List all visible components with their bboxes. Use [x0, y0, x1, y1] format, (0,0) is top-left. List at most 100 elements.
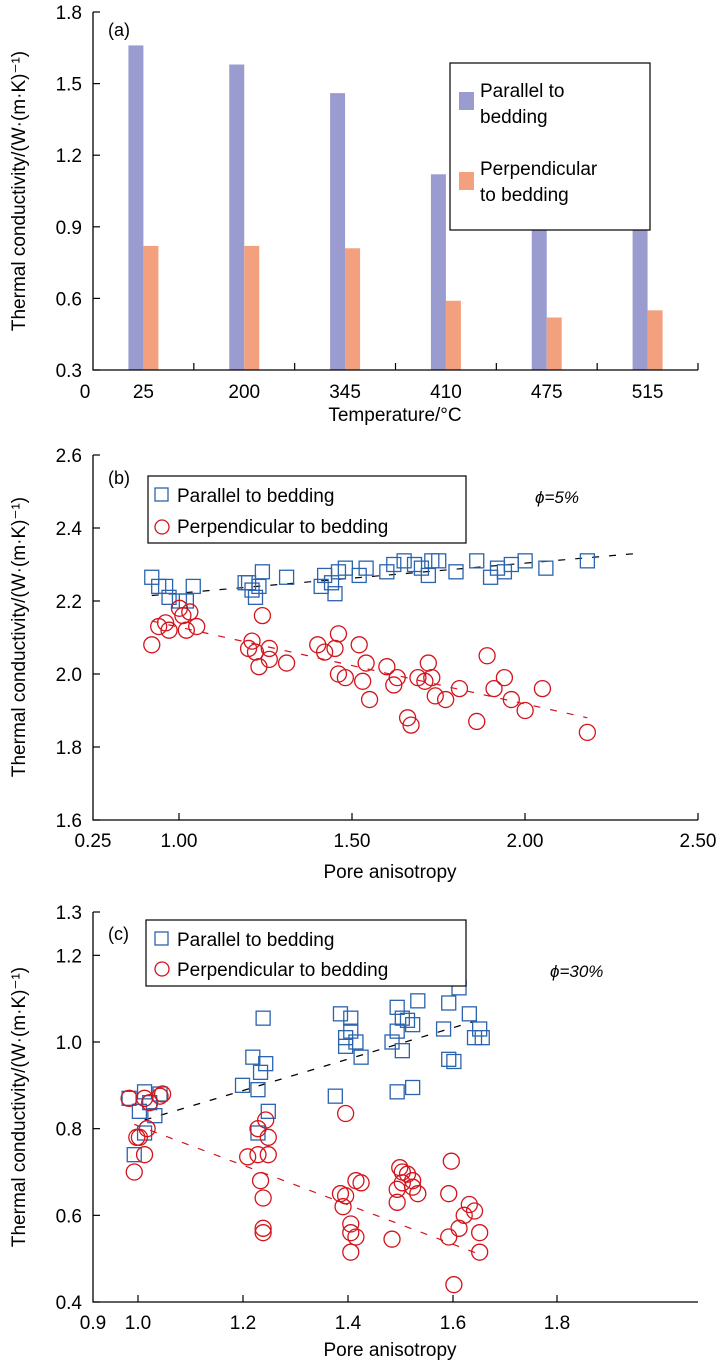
point-parallel — [247, 589, 264, 605]
point-perpendicular — [160, 621, 178, 639]
panel-a-x-origin-label: 0 — [80, 382, 91, 403]
point-perpendicular — [468, 712, 486, 731]
panel-b-porosity-annotation: ϕ=5% — [535, 488, 579, 507]
point-perpendicular — [378, 658, 396, 676]
y-tick-label: 2.4 — [56, 519, 83, 540]
point-perpendicular — [471, 1224, 489, 1242]
panel-b-legend-marker-square — [154, 487, 169, 502]
point-perpendicular — [336, 669, 355, 687]
point-parallel — [517, 553, 533, 569]
point-parallel — [252, 1064, 269, 1080]
point-perpendicular — [419, 654, 437, 672]
panel-b-legend-label-perpendicular: Perpendicular to bedding — [177, 517, 388, 538]
panel-c-legend: Parallel to bedding Perpendicular to bed… — [145, 919, 467, 987]
y-tick-label: 1.3 — [56, 903, 82, 924]
point-perpendicular — [277, 654, 296, 672]
point-parallel — [399, 1012, 416, 1028]
point-parallel — [348, 1034, 364, 1050]
panel-a-legend-label-perpendicular: Perpendicular to bedding — [480, 159, 598, 206]
point-perpendicular — [383, 1230, 401, 1248]
panel-b-legend-box — [147, 475, 467, 544]
point-perpendicular — [442, 1152, 460, 1170]
point-parallel — [461, 1006, 478, 1022]
point-perpendicular — [326, 639, 344, 658]
y-tick-label: 2.6 — [56, 446, 82, 467]
point-parallel — [343, 1010, 359, 1026]
point-parallel — [472, 1021, 488, 1037]
point-perpendicular — [260, 650, 278, 669]
point-parallel — [260, 1103, 276, 1119]
point-perpendicular — [352, 1174, 370, 1192]
point-parallel — [386, 556, 402, 573]
point-perpendicular — [495, 669, 514, 687]
point-perpendicular — [478, 647, 496, 665]
point-perpendicular — [360, 690, 379, 709]
point-perpendicular — [243, 632, 261, 650]
x-tick-label: 1.2 — [230, 1313, 256, 1334]
point-parallel — [579, 553, 596, 569]
point-parallel — [185, 578, 201, 595]
point-perpendicular — [177, 621, 195, 639]
point-parallel — [394, 1043, 410, 1059]
panel-a-legend-swatch-parallel — [459, 92, 474, 110]
point-parallel — [337, 1038, 354, 1054]
point-perpendicular — [455, 1206, 473, 1224]
x-tick-label: 25 — [133, 382, 154, 403]
point-perpendicular — [440, 1228, 458, 1246]
point-parallel — [313, 578, 329, 595]
y-tick-label: 1.0 — [56, 1033, 82, 1054]
x-tick-label: 1.50 — [334, 831, 371, 852]
x-tick-label: 345 — [329, 382, 361, 403]
point-perpendicular — [423, 669, 441, 687]
point-perpendicular — [188, 617, 206, 636]
bar-perpendicular-410 — [445, 300, 461, 370]
point-parallel — [446, 1053, 462, 1070]
x-tick-label: 0.25 — [75, 831, 112, 852]
x-tick-label: 1.8 — [544, 1313, 570, 1334]
point-perpendicular — [153, 1085, 172, 1103]
bar-parallel-25 — [128, 45, 144, 371]
x-tick-label: 2.50 — [680, 831, 717, 852]
point-perpendicular — [181, 603, 199, 621]
panel-c-scatter-chart: 0.4 0.6 0.8 1.0 1.2 1.3 0.9 1.0 1.2 1.4 1.6 1.8 (c… — [9, 903, 698, 1361]
point-perpendicular — [336, 1104, 355, 1123]
point-parallel — [126, 1147, 142, 1163]
point-parallel — [431, 553, 447, 569]
panel-b-x-axis-title: Pore anisotropy — [323, 862, 457, 883]
bar-parallel-410 — [430, 174, 446, 370]
point-parallel — [469, 553, 485, 569]
point-parallel — [410, 993, 426, 1009]
point-perpendicular — [254, 1219, 272, 1237]
trendline-parallel — [144, 1017, 485, 1121]
panel-b-y-axis-title: Thermal conductivity/(W·(m·K)⁻¹) — [9, 497, 30, 777]
panel-c-legend-label-parallel: Parallel to bedding — [177, 930, 334, 951]
point-perpendicular — [260, 639, 278, 658]
y-tick-label: 1.8 — [56, 3, 82, 24]
panel-a-legend-swatch-perpendicular — [459, 172, 474, 190]
point-parallel — [278, 569, 295, 585]
point-perpendicular — [342, 1215, 360, 1233]
point-perpendicular — [533, 679, 552, 698]
point-parallel — [327, 586, 343, 602]
bar-parallel-515 — [632, 195, 648, 370]
point-perpendicular — [257, 1111, 275, 1129]
point-parallel — [396, 553, 412, 569]
point-parallel — [255, 1010, 271, 1026]
point-perpendicular — [426, 687, 444, 705]
point-perpendicular — [120, 1089, 138, 1107]
x-tick-label: 200 — [228, 382, 260, 403]
point-perpendicular — [465, 1202, 484, 1220]
point-perpendicular — [347, 1228, 365, 1246]
point-perpendicular — [403, 1178, 422, 1196]
bar-perpendicular-475 — [546, 317, 562, 370]
point-parallel — [474, 1030, 490, 1046]
point-parallel — [441, 995, 457, 1011]
point-perpendicular — [450, 1219, 468, 1237]
panel-c-x-axis-title: Pore anisotropy — [323, 1340, 457, 1361]
y-tick-label: 2.2 — [56, 592, 82, 613]
bar-perpendicular-515 — [647, 310, 663, 370]
point-parallel — [435, 1021, 452, 1037]
point-perpendicular — [516, 701, 534, 720]
panel-a-x-axis-title: Temperature/°C — [328, 405, 461, 426]
